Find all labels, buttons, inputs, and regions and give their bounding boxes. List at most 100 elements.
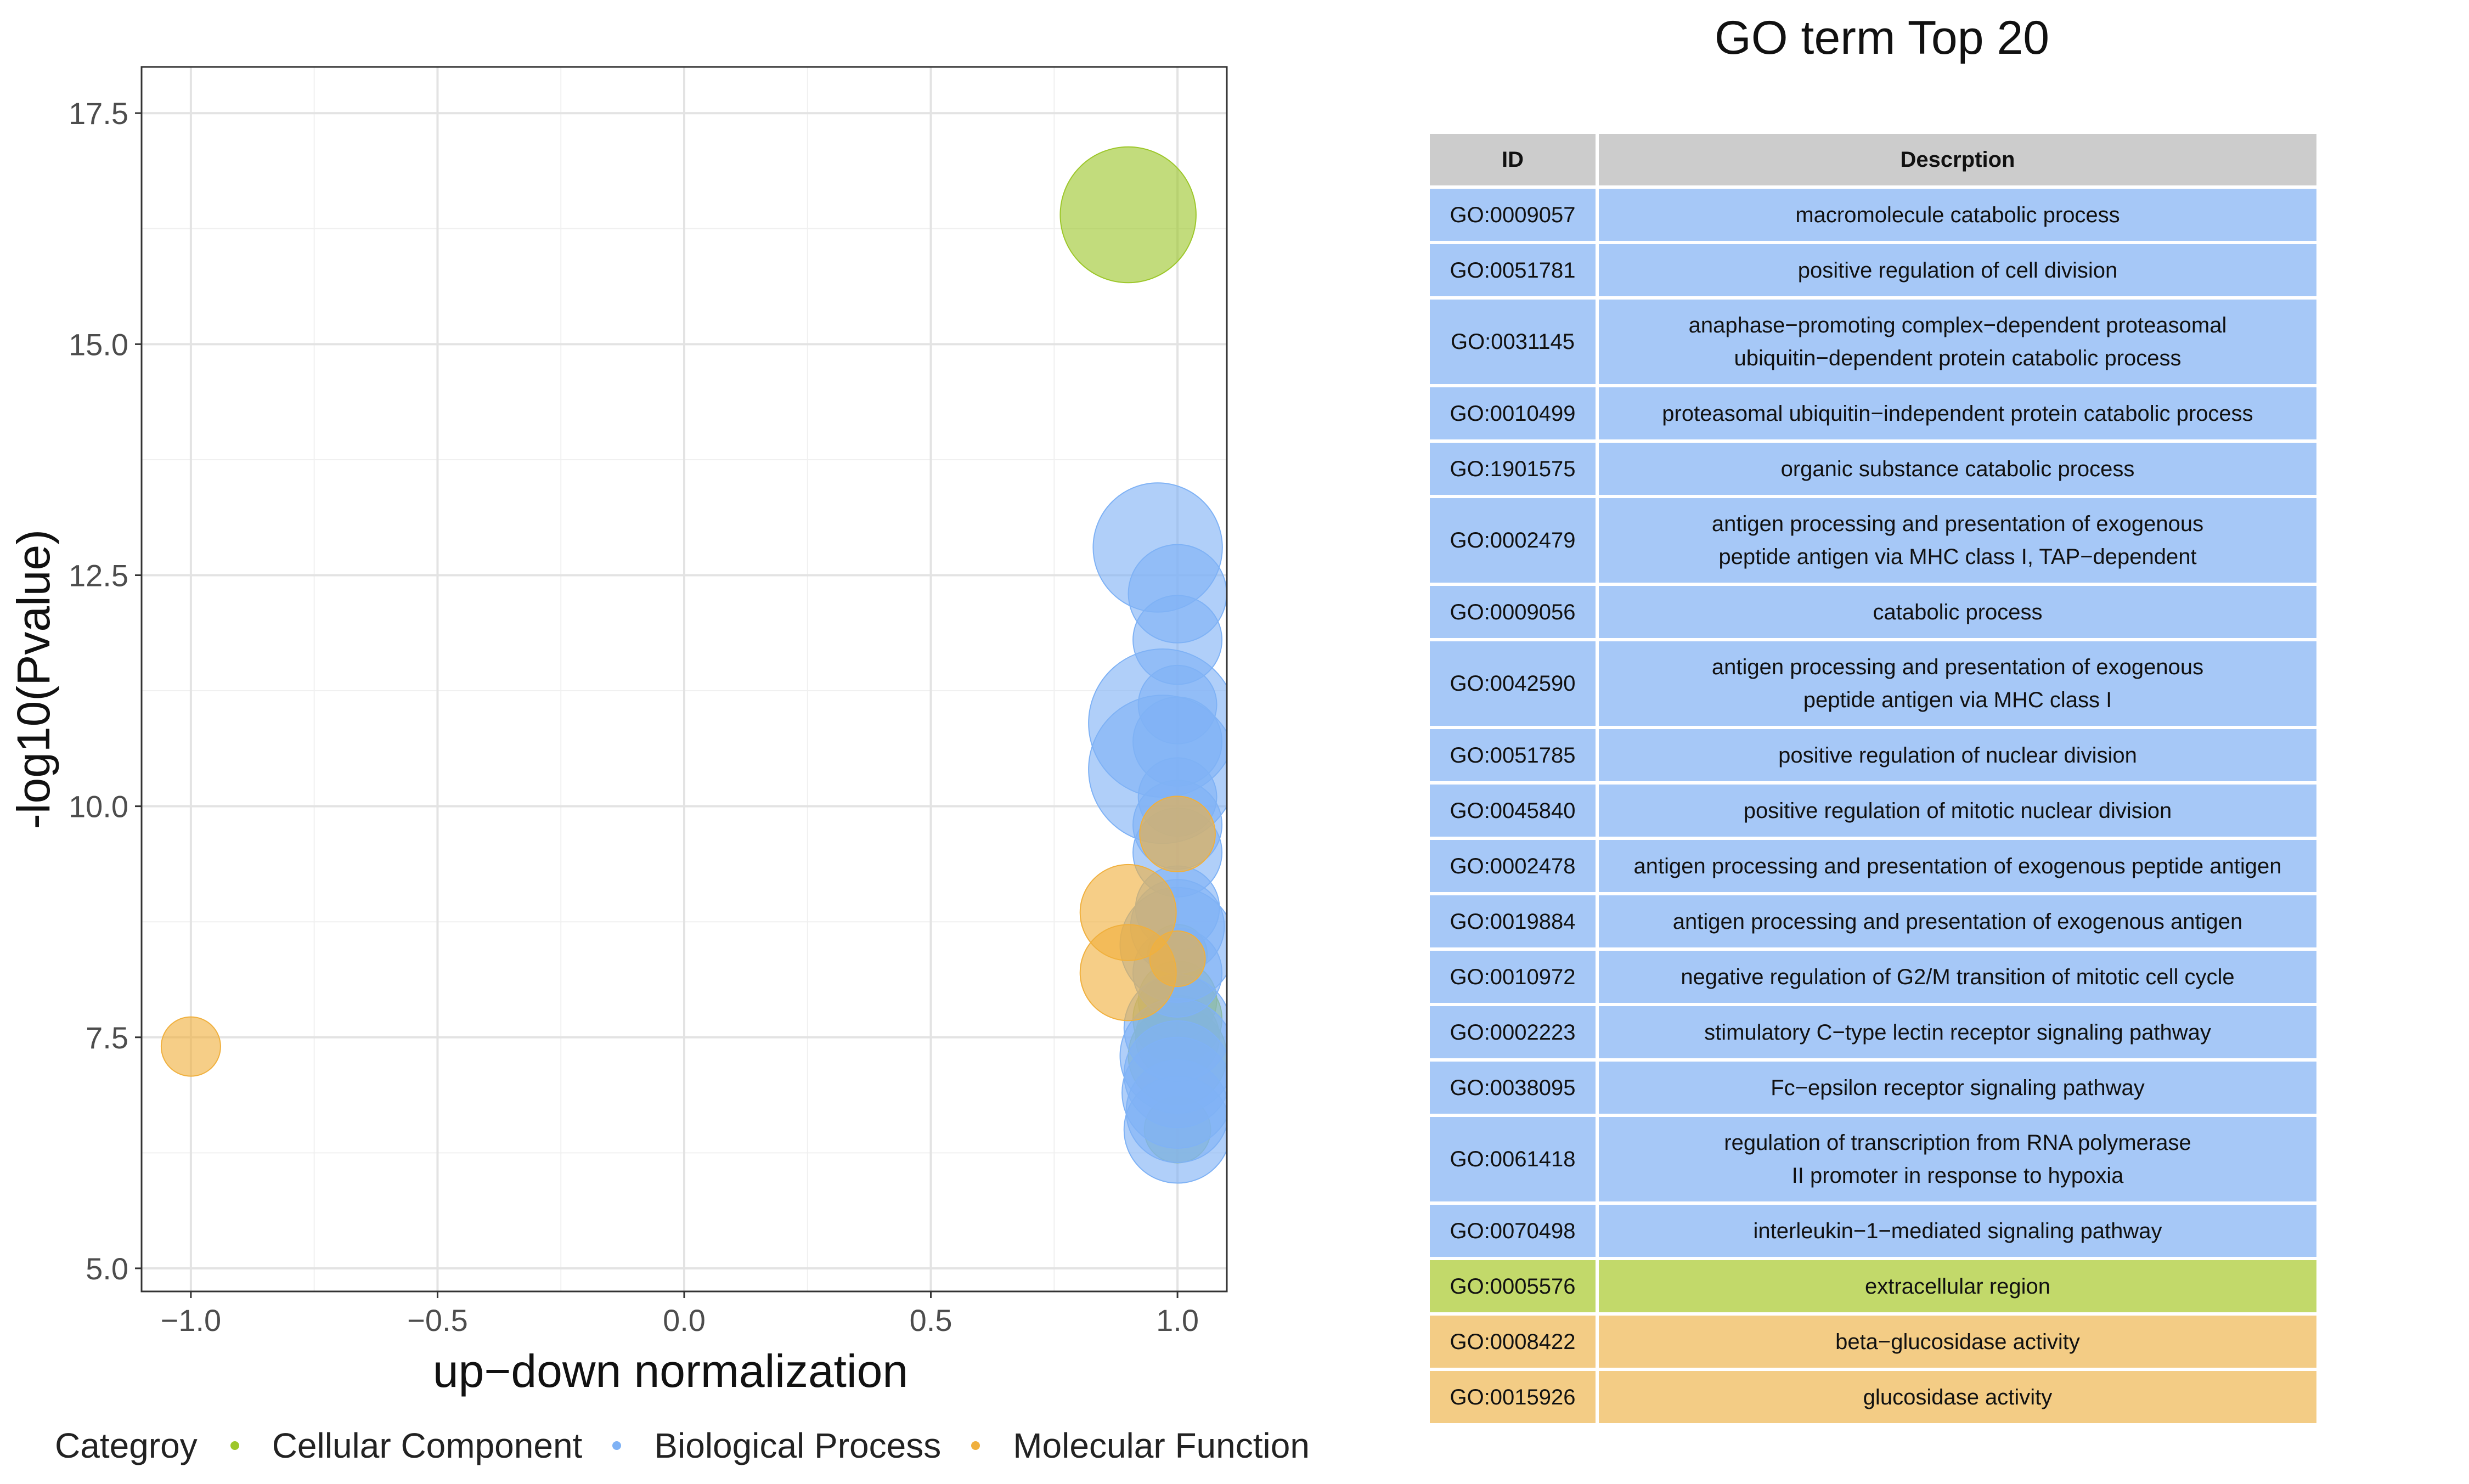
go-description-cell: anaphase−promoting complex−dependent pro… — [1599, 300, 2316, 384]
description-line: Fc−epsilon receptor signaling pathway — [1771, 1075, 2145, 1100]
go-description-cell: negative regulation of G2/M transition o… — [1599, 951, 2316, 1003]
go-description-cell: antigen processing and presentation of e… — [1599, 498, 2316, 583]
table-row: GO:0051781 positive regulation of cell di… — [1430, 244, 2316, 296]
go-id-cell: GO:0061418 — [1430, 1117, 1596, 1201]
bubble-chart-svg: −1.0 −0.5 0.0 0.5 1.0 5.0 7.5 10.0 12.5 15.0 17.5 u… — [8, 66, 1228, 1397]
bubble-molecular-function — [160, 1016, 221, 1077]
table-row: GO:0002223 stimulatory C−type lectin rece… — [1430, 1006, 2316, 1058]
table-title: GO term Top 20 — [1714, 12, 2050, 64]
table-row: GO:0005576 extracellular region — [1430, 1260, 2316, 1312]
go-description-cell: glucosidase activity — [1599, 1371, 2316, 1423]
legend-item-molecular-function: Molecular Function — [971, 1425, 1310, 1466]
go-description-cell: antigen processing and presentation of e… — [1599, 641, 2316, 726]
table-row: GO:0009057 macromolecule catabolic proces… — [1430, 189, 2316, 241]
y-tick-label: 17.5 — [69, 96, 128, 131]
go-description-cell: positive regulation of cell division — [1599, 244, 2316, 296]
legend-dot-cellular-component — [230, 1441, 239, 1450]
go-description-cell: stimulatory C−type lectin receptor signa… — [1599, 1006, 2316, 1058]
go-id-cell: GO:0038095 — [1430, 1062, 1596, 1114]
table-row: GO:0045840 positive regulation of mitotic… — [1430, 785, 2316, 837]
table-row: GO:0042590 antigen processing and present… — [1430, 641, 2316, 726]
description-line: anaphase−promoting complex−dependent pro… — [1688, 313, 2227, 337]
table-row: GO:0061418 regulation of transcription fr… — [1430, 1117, 2316, 1201]
legend-label: Biological Process — [654, 1426, 942, 1465]
description-line: beta−glucosidase activity — [1835, 1329, 2080, 1354]
bubble-molecular-function — [1139, 795, 1216, 872]
description-line: catabolic process — [1873, 600, 2043, 624]
x-tick-label: −0.5 — [407, 1303, 468, 1338]
table-row: GO:0019884 antigen processing and present… — [1430, 895, 2316, 947]
x-tick-label: −1.0 — [161, 1303, 222, 1338]
y-axis-title: -log10(Pvalue) — [8, 529, 59, 829]
description-line: stimulatory C−type lectin receptor signa… — [1704, 1020, 2211, 1045]
go-description-cell: beta−glucosidase activity — [1599, 1316, 2316, 1368]
bubble-chart: −1.0 −0.5 0.0 0.5 1.0 5.0 7.5 10.0 12.5 15.0 17.5 u… — [8, 66, 1228, 1397]
legend-dot-biological-process — [612, 1441, 622, 1450]
go-description-cell: macromolecule catabolic process — [1599, 189, 2316, 241]
table-row: GO:0002479 antigen processing and present… — [1430, 498, 2316, 583]
bubble-layer — [160, 146, 1227, 1184]
table-row: GO:1901575 organic substance catabolic pr… — [1430, 443, 2316, 495]
y-tick-label: 7.5 — [86, 1020, 128, 1055]
description-line: positive regulation of mitotic nuclear d… — [1743, 798, 2172, 823]
go-description-cell: positive regulation of mitotic nuclear d… — [1599, 785, 2316, 837]
description-line: positive regulation of nuclear division — [1778, 743, 2137, 768]
go-description-cell: proteasomal ubiquitin−independent protei… — [1599, 387, 2316, 439]
description-line: organic substance catabolic process — [1780, 456, 2135, 481]
description-line: positive regulation of cell division — [1797, 258, 2118, 283]
description-line: antigen processing and presentation of e… — [1633, 854, 2282, 878]
description-line: peptide antigen via MHC class I, TAP−dep… — [1718, 545, 2197, 569]
go-id-cell: GO:0009056 — [1430, 586, 1596, 638]
y-tick-label: 5.0 — [86, 1251, 128, 1286]
go-description-cell: positive regulation of nuclear division — [1599, 729, 2316, 781]
column-header-description: Descrption — [1599, 134, 2316, 185]
table-row: GO:0070498 interleukin−1−mediated signali… — [1430, 1205, 2316, 1257]
description-line: antigen processing and presentation of e… — [1711, 512, 2204, 536]
go-id-cell: GO:1901575 — [1430, 443, 1596, 495]
go-id-cell: GO:0005576 — [1430, 1260, 1596, 1312]
go-id-cell: GO:0002478 — [1430, 840, 1596, 892]
table-header-row: ID Descrption — [1430, 134, 2316, 185]
description-line: extracellular region — [1865, 1274, 2050, 1299]
table-row: GO:0009056 catabolic process — [1430, 586, 2316, 638]
description-line: negative regulation of G2/M transition o… — [1681, 964, 2235, 989]
column-header-id: ID — [1430, 134, 1596, 185]
x-tick-label: 0.0 — [663, 1303, 706, 1338]
table-body: GO:0009057 macromolecule catabolic proces… — [1430, 189, 2316, 1423]
table-row: GO:0002478 antigen processing and present… — [1430, 840, 2316, 892]
table-row: GO:0008422 beta−glucosidase activity — [1430, 1316, 2316, 1368]
go-description-cell: catabolic process — [1599, 586, 2316, 638]
go-id-cell: GO:0051785 — [1430, 729, 1596, 781]
y-tick-label: 10.0 — [69, 789, 128, 824]
description-line: macromolecule catabolic process — [1795, 202, 2120, 227]
go-description-cell: extracellular region — [1599, 1260, 2316, 1312]
go-id-cell: GO:0045840 — [1430, 785, 1596, 837]
y-tick-label: 12.5 — [69, 558, 128, 593]
go-id-cell: GO:0015926 — [1430, 1371, 1596, 1423]
go-id-cell: GO:0009057 — [1430, 189, 1596, 241]
go-description-cell: organic substance catabolic process — [1599, 443, 2316, 495]
go-id-cell: GO:0070498 — [1430, 1205, 1596, 1257]
table-row: GO:0010499 proteasomal ubiquitin−independ… — [1430, 387, 2316, 439]
legend-label: Molecular Function — [1013, 1426, 1310, 1465]
x-tick-label: 0.5 — [910, 1303, 952, 1338]
table-row: GO:0031145 anaphase−promoting complex−dep… — [1430, 300, 2316, 384]
plot-border — [140, 66, 1228, 1293]
go-id-cell: GO:0051781 — [1430, 244, 1596, 296]
bubble-molecular-function — [1149, 930, 1206, 988]
description-line: regulation of transcription from RNA pol… — [1724, 1131, 2191, 1155]
go-id-cell: GO:0010972 — [1430, 951, 1596, 1003]
go-id-cell: GO:0019884 — [1430, 895, 1596, 947]
description-line: interleukin−1−mediated signaling pathway — [1753, 1218, 2162, 1243]
table-row: GO:0038095 Fc−epsilon receptor signaling … — [1430, 1062, 2316, 1114]
x-axis-title: up−down normalization — [433, 1345, 908, 1397]
legend: Categroy Cellular Component Biological P… — [55, 1426, 1340, 1465]
bubble-cellular-component — [1059, 146, 1197, 284]
description-line: ubiquitin−dependent protein catabolic pr… — [1734, 346, 2181, 370]
go-description-cell: antigen processing and presentation of e… — [1599, 840, 2316, 892]
description-line: proteasomal ubiquitin−independent protei… — [1662, 401, 2253, 426]
go-id-cell: GO:0008422 — [1430, 1316, 1596, 1368]
legend-title: Categroy — [55, 1426, 198, 1465]
go-id-cell: GO:0042590 — [1430, 641, 1596, 726]
go-id-cell: GO:0031145 — [1430, 300, 1596, 384]
